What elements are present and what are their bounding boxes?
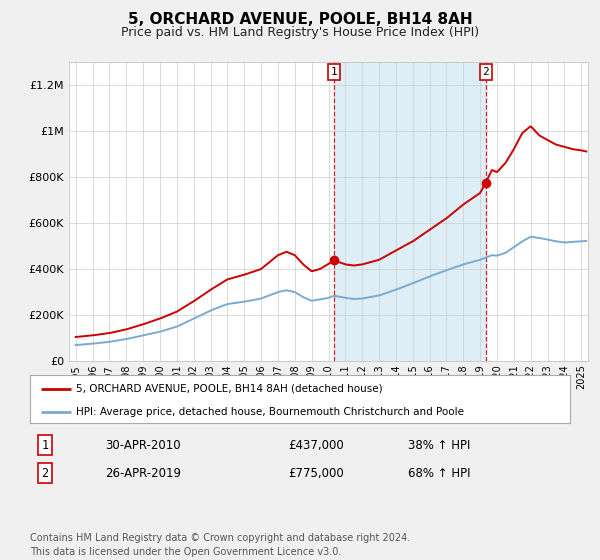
Text: 68% ↑ HPI: 68% ↑ HPI <box>408 466 470 480</box>
Text: 5, ORCHARD AVENUE, POOLE, BH14 8AH: 5, ORCHARD AVENUE, POOLE, BH14 8AH <box>128 12 472 27</box>
Text: £775,000: £775,000 <box>288 466 344 480</box>
Bar <box>334 62 486 361</box>
Text: 1: 1 <box>331 67 337 77</box>
Text: 5, ORCHARD AVENUE, POOLE, BH14 8AH (detached house): 5, ORCHARD AVENUE, POOLE, BH14 8AH (deta… <box>76 384 383 394</box>
Text: 26-APR-2019: 26-APR-2019 <box>105 466 181 480</box>
Text: 2: 2 <box>41 466 49 480</box>
Text: 2: 2 <box>482 67 489 77</box>
Text: HPI: Average price, detached house, Bournemouth Christchurch and Poole: HPI: Average price, detached house, Bour… <box>76 407 464 417</box>
Text: 1: 1 <box>41 438 49 452</box>
Text: 30-APR-2010: 30-APR-2010 <box>105 438 181 452</box>
Text: 38% ↑ HPI: 38% ↑ HPI <box>408 438 470 452</box>
Text: Contains HM Land Registry data © Crown copyright and database right 2024.
This d: Contains HM Land Registry data © Crown c… <box>30 533 410 557</box>
Text: Price paid vs. HM Land Registry's House Price Index (HPI): Price paid vs. HM Land Registry's House … <box>121 26 479 39</box>
Text: £437,000: £437,000 <box>288 438 344 452</box>
